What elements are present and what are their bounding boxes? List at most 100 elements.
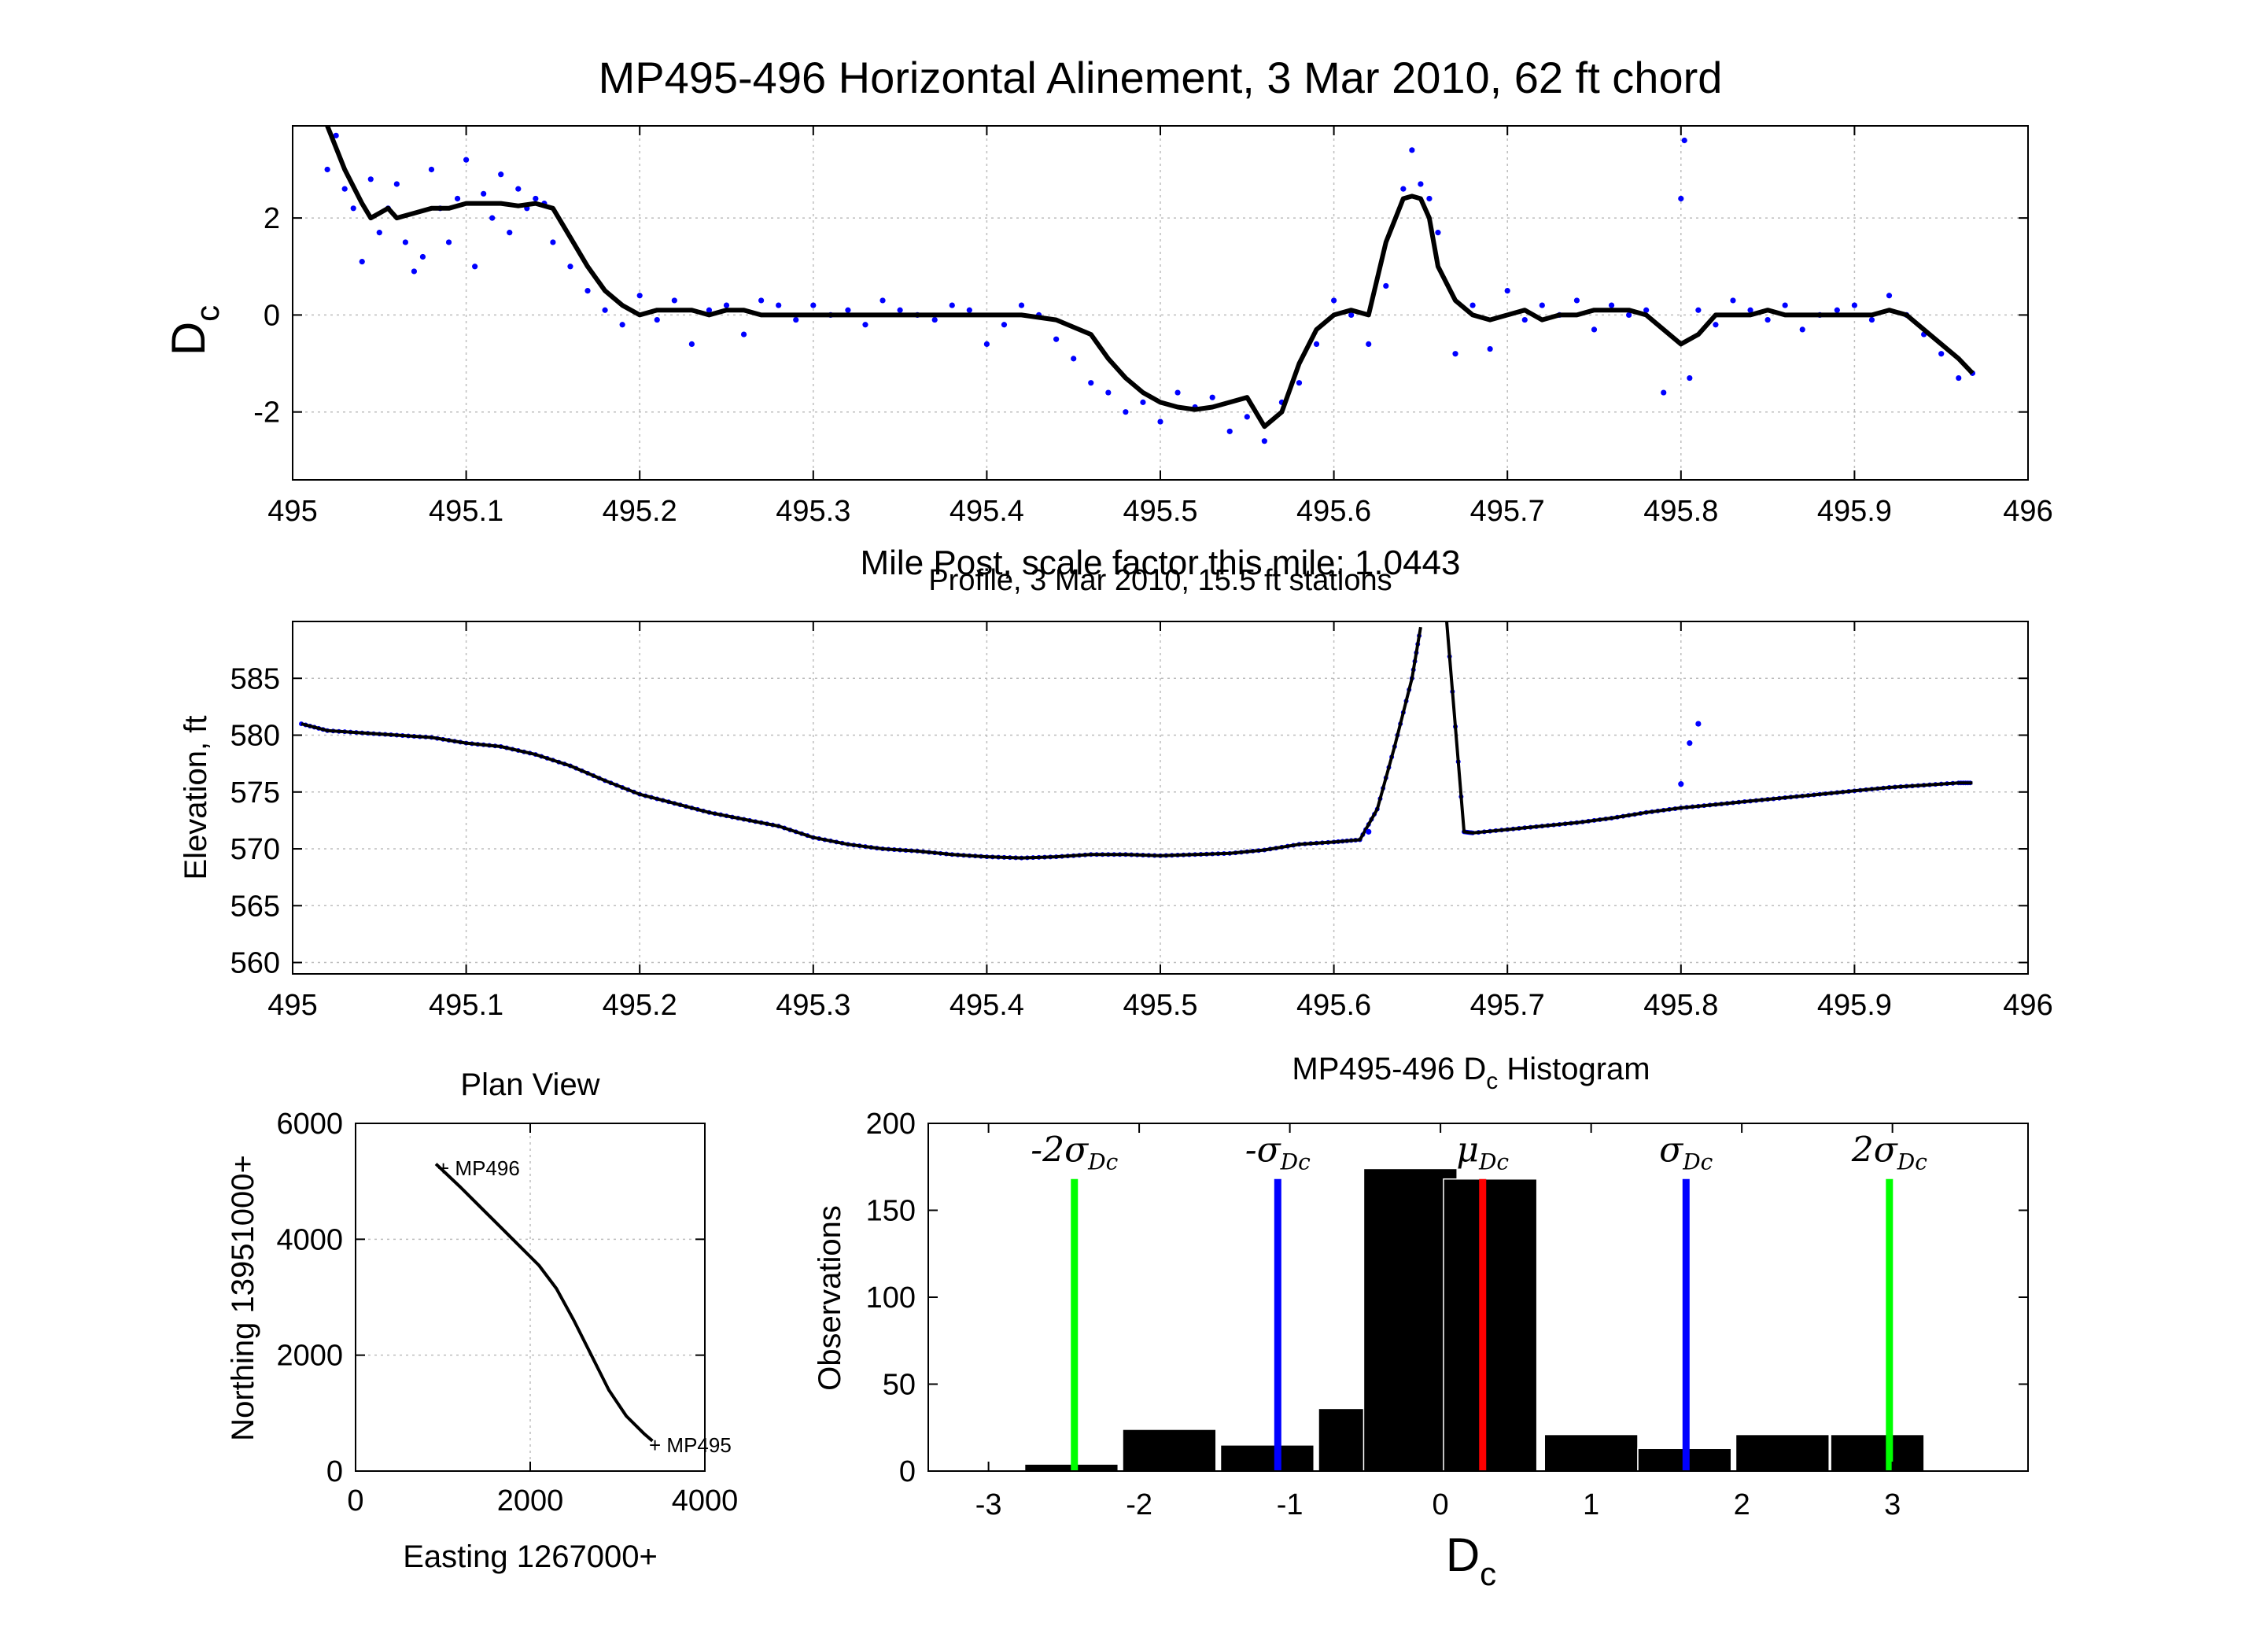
data-point xyxy=(402,239,408,245)
data-point xyxy=(1695,307,1702,313)
plan-panel: Plan View 0 2000 4000 0 2000 4000 6000 + MP496… xyxy=(226,1068,738,1574)
data-point xyxy=(350,205,356,212)
data-point xyxy=(1001,322,1008,328)
x-tick-label: -2 xyxy=(1126,1488,1152,1521)
x-tick-label: 495.6 xyxy=(1296,495,1371,528)
data-point xyxy=(1296,380,1303,386)
x-tick-label: -1 xyxy=(1277,1488,1304,1521)
y-tick-label: 150 xyxy=(866,1195,916,1228)
x-tick-label: 0 xyxy=(347,1484,363,1517)
x-tick-label: 495.8 xyxy=(1643,989,1718,1022)
data-point xyxy=(1608,302,1615,308)
y-tick-label: 4000 xyxy=(276,1223,343,1256)
data-point xyxy=(1643,307,1650,313)
alignment-x-label: Mile Post, scale factor this mile: 1.044… xyxy=(861,544,1461,582)
data-point xyxy=(740,331,747,337)
data-point xyxy=(1157,419,1163,425)
data-point xyxy=(862,322,868,328)
histogram-title-sub: c xyxy=(1486,1068,1498,1094)
reference-line-label: -2σDc xyxy=(1031,1130,1118,1175)
x-tick-label: 495.3 xyxy=(776,989,850,1022)
x-tick-label: 495.3 xyxy=(776,495,850,528)
histogram-y-label: Observations xyxy=(813,1205,847,1391)
x-tick-label: 495.9 xyxy=(1817,989,1892,1022)
data-point xyxy=(1071,356,1077,362)
data-point xyxy=(1261,438,1267,444)
histogram-bar xyxy=(1830,1433,1925,1472)
series-line-1 xyxy=(325,124,1975,430)
data-point xyxy=(671,297,677,304)
data-point xyxy=(1747,307,1753,313)
alignment-ticks: 495 495.1 495.2 495.3 495.4 495.5 495.6 495.7 49… xyxy=(253,126,2053,528)
x-tick-label: 495.8 xyxy=(1643,495,1718,528)
x-tick-label: 496 xyxy=(2003,495,2052,528)
histogram-title-main: MP495-496 D xyxy=(1292,1052,1486,1086)
x-tick-label: 2 xyxy=(1734,1488,1750,1521)
data-point xyxy=(367,176,374,183)
histogram-ticks: -3 -2 -1 0 1 2 3 0 50 100 150 200 xyxy=(866,1108,2028,1521)
data-point xyxy=(463,157,470,163)
data-point xyxy=(1053,336,1060,342)
x-tick-label: 495.4 xyxy=(950,989,1024,1022)
profile-data xyxy=(299,621,1973,861)
reference-label-main: -2σ xyxy=(1031,1130,1090,1171)
data-point xyxy=(1400,186,1407,192)
data-point xyxy=(1713,322,1719,328)
alignment-data xyxy=(324,124,1976,444)
reference-line-label: -σDc xyxy=(1245,1130,1311,1175)
histogram-x-label-sub: c xyxy=(1480,1555,1496,1592)
y-tick-label: -2 xyxy=(253,396,280,430)
y-tick-label: 580 xyxy=(230,720,280,753)
data-point xyxy=(1366,341,1372,347)
data-point xyxy=(1834,307,1840,313)
data-point xyxy=(1956,374,1962,382)
x-tick-label: 495.9 xyxy=(1817,495,1892,528)
x-tick-label: 495.1 xyxy=(429,495,503,528)
series-line-0 xyxy=(301,626,1422,860)
y-tick-label: 570 xyxy=(230,833,280,866)
x-tick-label: 495.4 xyxy=(950,495,1024,528)
data-point xyxy=(758,297,765,304)
data-point xyxy=(393,181,400,187)
data-point xyxy=(1331,297,1337,304)
data-point xyxy=(1678,781,1684,787)
data-point xyxy=(1366,828,1372,835)
data-point xyxy=(706,307,713,313)
reference-line-label: 2σDc xyxy=(1851,1130,1927,1175)
x-tick-label: 3 xyxy=(1884,1488,1901,1521)
data-point xyxy=(845,307,851,313)
profile-ticks: 495 495.1 495.2 495.3 495.4 495.5 495.6 495.7 49… xyxy=(230,621,2053,1022)
x-tick-label: 2000 xyxy=(497,1484,564,1517)
data-point xyxy=(1539,302,1545,308)
data-point xyxy=(1687,374,1693,382)
alignment-title: MP495-496 Horizontal Alinement, 3 Mar 20… xyxy=(599,53,1723,102)
data-point xyxy=(1487,345,1493,352)
profile-panel: Profile, 3 Mar 2010, 15.5 ft stations 49… xyxy=(179,564,2053,1022)
y-tick-label: 585 xyxy=(230,662,280,695)
alignment-grid xyxy=(292,126,2029,480)
x-tick-label: 495.5 xyxy=(1123,989,1197,1022)
x-tick-label: 495.2 xyxy=(603,495,677,528)
data-point xyxy=(1764,316,1771,323)
data-point xyxy=(333,132,339,138)
data-point xyxy=(341,186,348,192)
data-point xyxy=(949,302,955,308)
data-point xyxy=(776,302,782,308)
data-point xyxy=(1573,297,1580,304)
data-point xyxy=(688,341,695,347)
x-tick-label: -3 xyxy=(975,1488,1002,1521)
x-tick-label: 495.7 xyxy=(1470,989,1545,1022)
histogram-title-suffix: Histogram xyxy=(1498,1052,1650,1086)
histogram-panel: MP495-496 Dc Histogram -2σDc -σDc μDc σDc 2σ… xyxy=(813,1052,2029,1592)
plan-title: Plan View xyxy=(460,1068,599,1102)
data-point xyxy=(1626,312,1632,319)
data-point xyxy=(481,190,487,197)
data-point xyxy=(1426,195,1433,202)
series-line-0 xyxy=(434,1163,654,1443)
x-tick-label: 495.2 xyxy=(603,989,677,1022)
data-point xyxy=(324,166,330,173)
data-point xyxy=(1469,302,1476,308)
data-point xyxy=(1687,740,1693,747)
data-point xyxy=(550,239,556,245)
histogram-x-label-main: D xyxy=(1446,1528,1480,1581)
